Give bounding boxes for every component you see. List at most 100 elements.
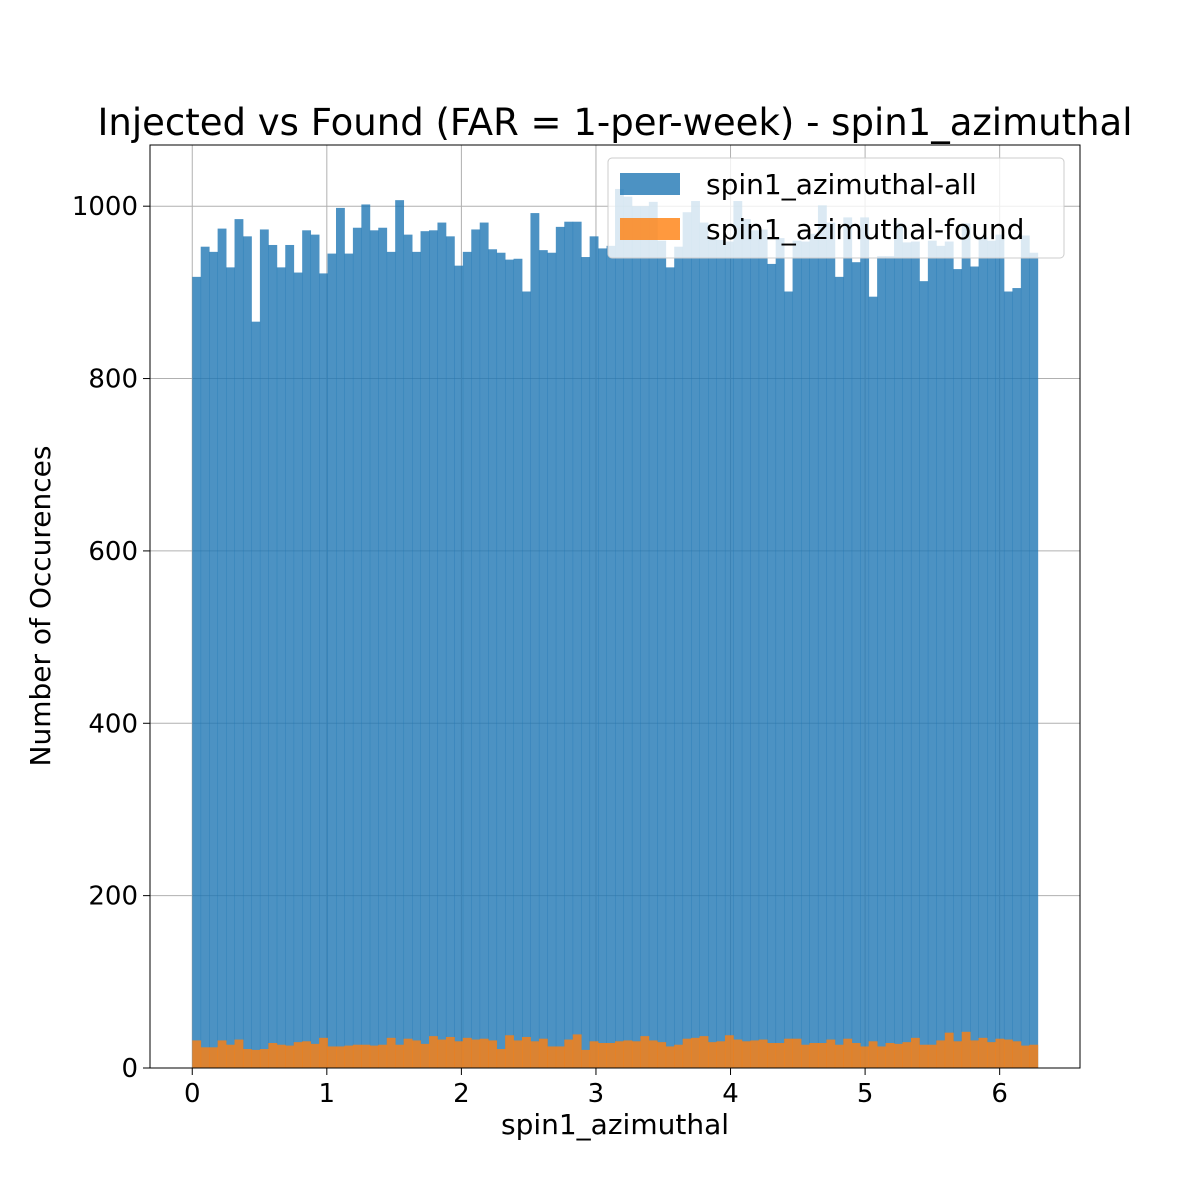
bar-all <box>691 201 700 1068</box>
bar-all <box>572 221 582 1068</box>
bar-found <box>733 1039 743 1068</box>
bar-all <box>860 217 870 1068</box>
bar-found <box>437 1039 447 1068</box>
bar-found <box>445 1036 455 1068</box>
bar-all <box>234 219 244 1068</box>
bar-found <box>665 1046 675 1068</box>
bar-found <box>758 1039 768 1068</box>
bar-found <box>538 1038 548 1068</box>
bar-all <box>302 230 312 1068</box>
bar-all <box>809 233 819 1068</box>
bar-all <box>699 222 709 1069</box>
bar-all <box>268 244 278 1069</box>
bar-all <box>242 236 252 1069</box>
bar-all <box>293 272 303 1068</box>
bar-found <box>995 1038 1005 1068</box>
bar-found <box>978 1037 988 1068</box>
bar-found <box>708 1042 717 1068</box>
bar-all <box>589 236 599 1069</box>
x-tick-label: 3 <box>588 1079 605 1109</box>
bar-all <box>851 262 861 1068</box>
bar-found <box>682 1038 692 1068</box>
bar-all <box>386 251 396 1068</box>
y-axis-label: Number of Occurences <box>24 446 57 767</box>
bar-all <box>276 267 286 1069</box>
bar-found <box>741 1041 751 1068</box>
bar-found <box>259 1049 269 1068</box>
bar-all <box>327 253 337 1068</box>
bar-found <box>1020 1045 1030 1068</box>
bar-all <box>623 196 633 1068</box>
bar-all <box>801 241 810 1068</box>
bar-all <box>877 256 886 1068</box>
x-tick-label: 5 <box>857 1079 874 1109</box>
bar-all <box>674 246 684 1069</box>
bar-all <box>217 228 227 1068</box>
bar-found <box>547 1046 557 1068</box>
legend-swatch-found <box>620 218 680 240</box>
bar-all <box>428 230 438 1068</box>
legend-swatch-all <box>620 173 680 195</box>
bar-found <box>606 1043 616 1068</box>
bar-found <box>1029 1044 1039 1068</box>
bar-found <box>530 1041 540 1068</box>
chart-title: Injected vs Found (FAR = 1-per-week) - s… <box>98 101 1133 144</box>
bar-found <box>505 1035 514 1068</box>
bar-found <box>555 1046 565 1068</box>
bar-all <box>538 250 548 1068</box>
bar-found <box>462 1037 472 1068</box>
y-tick-label: 200 <box>88 882 138 912</box>
bar-found <box>192 1040 202 1068</box>
bar-found <box>522 1036 531 1068</box>
bar-all <box>826 222 836 1069</box>
bar-all <box>606 245 616 1069</box>
x-tick-label: 4 <box>722 1079 739 1109</box>
bar-all <box>733 201 743 1068</box>
bar-all <box>319 273 328 1068</box>
bar-all <box>555 226 565 1069</box>
bar-found <box>775 1043 785 1068</box>
bar-found <box>564 1039 574 1068</box>
bar-found <box>276 1044 286 1068</box>
bar-all <box>420 231 430 1068</box>
y-tick-label: 400 <box>88 709 138 739</box>
bar-found <box>403 1038 413 1068</box>
bar-all <box>496 252 506 1068</box>
y-tick-label: 800 <box>88 365 138 395</box>
bar-all <box>192 276 202 1068</box>
bar-found <box>927 1044 937 1068</box>
bar-all <box>513 258 523 1068</box>
bar-found <box>767 1043 777 1068</box>
bar-all <box>335 207 345 1068</box>
bar-found <box>420 1043 430 1068</box>
bar-found <box>454 1041 464 1068</box>
bar-all <box>378 227 388 1068</box>
bar-all <box>682 212 692 1068</box>
bar-found <box>395 1044 405 1068</box>
bar-found <box>648 1040 658 1068</box>
legend-label-found: spin1_azimuthal-found <box>706 213 1024 246</box>
bar-all <box>665 267 675 1069</box>
bar-all <box>910 241 920 1068</box>
bar-all <box>412 251 421 1068</box>
bar-all <box>462 251 472 1068</box>
bar-found <box>581 1049 591 1068</box>
bar-all <box>758 229 768 1068</box>
bar-found <box>750 1040 760 1068</box>
bar-all <box>251 321 261 1068</box>
bar-found <box>631 1041 641 1068</box>
bar-found <box>293 1042 303 1068</box>
bar-found <box>1003 1039 1013 1068</box>
bar-found <box>902 1042 912 1068</box>
bar-found <box>944 1032 954 1068</box>
bar-found <box>809 1043 819 1068</box>
legend: spin1_azimuthal-all spin1_azimuthal-foun… <box>607 157 1065 259</box>
bar-all <box>581 257 591 1068</box>
bar-found <box>640 1036 650 1068</box>
bar-all <box>344 253 354 1068</box>
bar-all <box>226 267 235 1069</box>
bar-found <box>792 1038 802 1068</box>
bar-found <box>674 1044 684 1068</box>
bar-found <box>784 1038 793 1068</box>
